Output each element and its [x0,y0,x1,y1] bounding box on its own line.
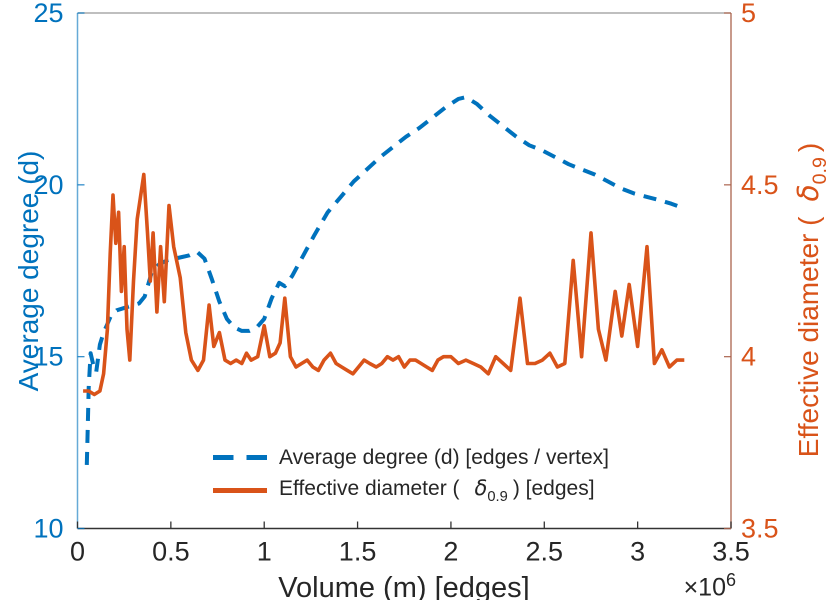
legend-solid-line-sample [213,488,267,493]
x-axis-exponent: ×106 [684,570,736,600]
legend-delta-symbol: δ [474,476,488,501]
right-y-axis-label: Effective diameter ( δ0.9) [792,143,832,457]
legend-delta-subscript: 0.9 [487,488,508,505]
right-y-tick-label: 3.5 [741,514,779,544]
x-axis-label: Volume (m) [edges] [278,572,530,600]
x-tick-label: 1.5 [339,537,377,567]
x-tick-label: 3 [630,537,645,567]
x-tick-label: 3.5 [712,537,750,567]
right-y-axis-label-close: ) [793,142,825,153]
series-average-degree [84,95,682,465]
delta-symbol: δ [792,184,826,202]
left-y-tick-label: 25 [33,0,63,28]
left-y-tick-label: 10 [33,514,63,544]
left-y-tick-label: 20 [33,170,63,200]
x-tick-label: 2.5 [526,537,564,567]
x-tick-label: 1 [257,537,272,567]
left-y-tick-label: 15 [33,342,63,372]
exponent-mult: ×10 [683,573,726,600]
x-tick-label: 0 [70,537,85,567]
legend-item-effective-diameter: Effective diameter (δ0.9) [edges] [213,474,609,507]
legend-dashed-line-sample [213,455,267,460]
exponent-power: 6 [725,570,736,590]
right-y-axis-label-text: Effective diameter ( [793,216,825,458]
series-effective-diameter [83,172,685,397]
x-tick-label: 2 [443,537,458,567]
legend: Average degree (d) [edges / vertex] Effe… [213,441,609,507]
delta-subscript: 0.9 [808,157,831,185]
legend-label-average-degree: Average degree (d) [edges / vertex] [279,445,609,469]
left-y-axis-label: Average degree (d) [13,150,44,392]
legend-item-average-degree: Average degree (d) [edges / vertex] [213,441,609,474]
legend-label-effective-diameter: Effective diameter (δ0.9) [edges] [279,476,595,505]
right-y-tick-label: 4.5 [741,170,779,200]
right-y-tick-label: 4 [741,342,756,372]
x-tick-label: 0.5 [152,537,190,567]
right-y-tick-label: 5 [741,0,756,28]
